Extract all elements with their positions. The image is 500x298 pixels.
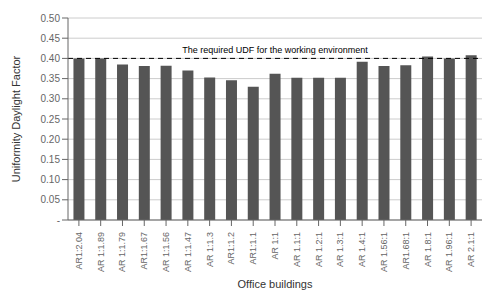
svg-text:0.10: 0.10: [41, 174, 61, 185]
svg-text:AR 1.56:1: AR 1.56:1: [379, 232, 389, 272]
svg-text:AR 1:1.89: AR 1:1.89: [96, 232, 106, 272]
svg-text:AR 1.4:1: AR 1.4:1: [357, 232, 367, 267]
svg-text:AR 2.1:1: AR 2.1:1: [466, 232, 476, 267]
svg-text:AR1:2.04: AR1:2.04: [74, 232, 84, 270]
svg-text:0.20: 0.20: [41, 134, 61, 145]
svg-text:0.30: 0.30: [41, 93, 61, 104]
svg-text:AR 1.96:1: AR 1.96:1: [444, 232, 454, 272]
svg-text:The required UDF for the worki: The required UDF for the working environ…: [182, 45, 368, 55]
svg-text:AR 1:1.79: AR 1:1.79: [117, 232, 127, 272]
svg-text:AR1:1.1: AR1:1.1: [248, 232, 258, 265]
svg-text:Uniformity Daylight Factor: Uniformity Daylight Factor: [10, 55, 22, 182]
svg-text:AR1:1.2: AR1:1.2: [226, 232, 236, 265]
svg-text:AR 1:1.3: AR 1:1.3: [205, 232, 215, 267]
svg-text:AR1:1.67: AR1:1.67: [139, 232, 149, 270]
svg-text:0.35: 0.35: [41, 73, 61, 84]
svg-text:AR 1:1.47: AR 1:1.47: [183, 232, 193, 272]
svg-text:AR 1:1: AR 1:1: [270, 232, 280, 260]
svg-text:AR 1.1:1: AR 1.1:1: [292, 232, 302, 267]
svg-text:AR1.68:1: AR1.68:1: [401, 232, 411, 270]
svg-text:AR 1.3:1: AR 1.3:1: [335, 232, 345, 267]
svg-text:0.45: 0.45: [41, 33, 61, 44]
svg-text:AR 1.2:1: AR 1.2:1: [314, 232, 324, 267]
svg-text:AR 1:1.56: AR 1:1.56: [161, 232, 171, 272]
svg-text:0.25: 0.25: [41, 114, 61, 125]
svg-text:Office buildings: Office buildings: [237, 278, 313, 290]
svg-text:0.05: 0.05: [41, 194, 61, 205]
svg-text:0.50: 0.50: [41, 13, 61, 24]
svg-text:0.40: 0.40: [41, 53, 61, 64]
svg-text:0.15: 0.15: [41, 154, 61, 165]
svg-text:-: -: [57, 215, 60, 226]
svg-text:AR 1.8:1: AR 1.8:1: [423, 232, 433, 267]
